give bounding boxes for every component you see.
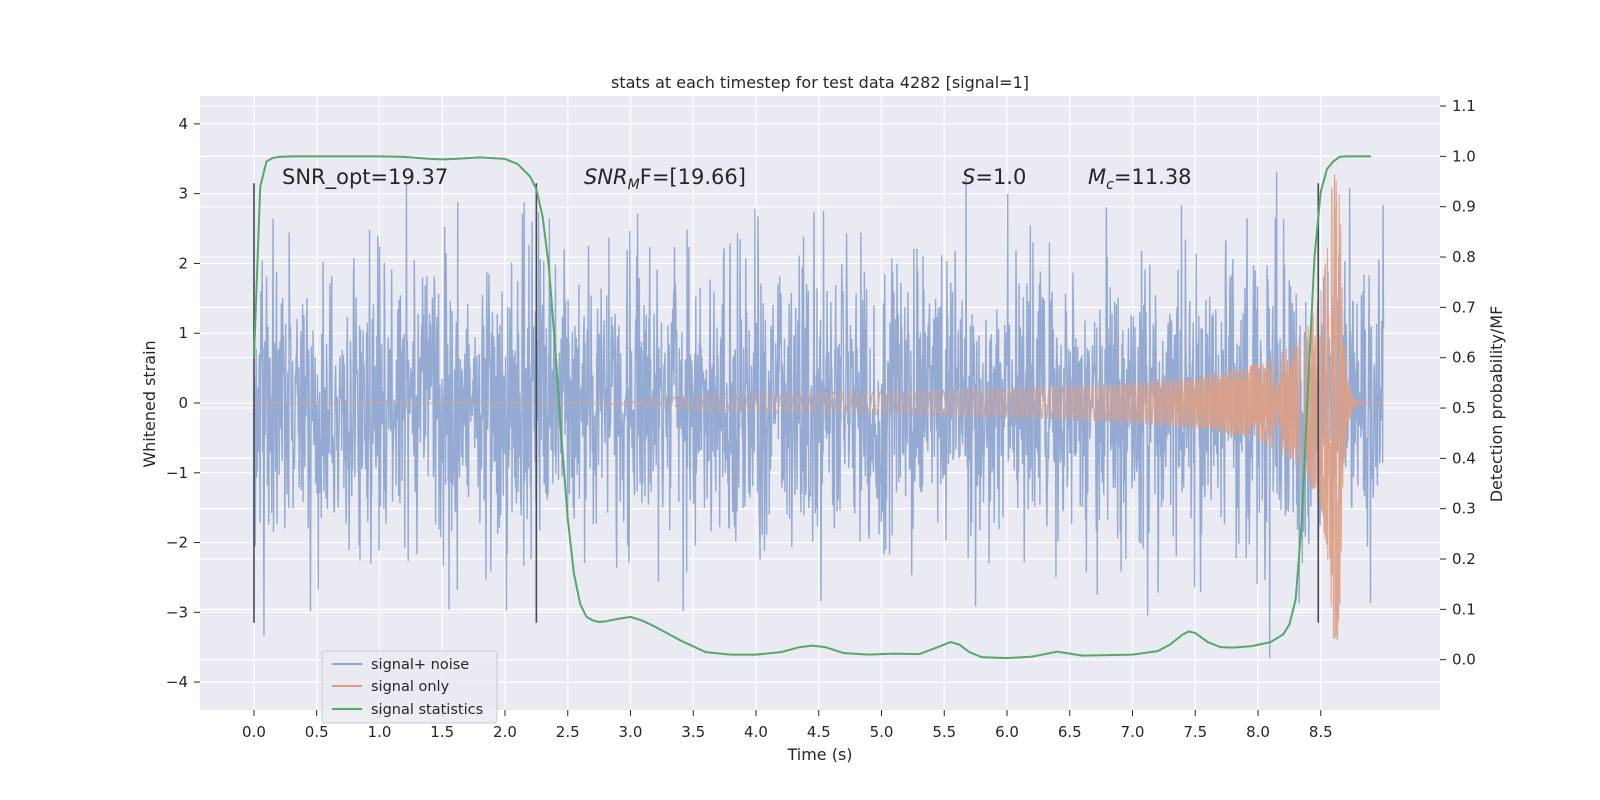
annotation-s-label: S — [962, 165, 975, 189]
y-tick-label: −2 — [166, 534, 188, 552]
annotation-mc-sub: c — [1106, 177, 1114, 193]
x-tick-label: 2.5 — [556, 723, 580, 741]
chirp-trace — [253, 174, 1384, 641]
annotation-s-rest: =1.0 — [975, 165, 1026, 189]
annotation-mc-label: M — [1088, 165, 1106, 189]
legend-box — [321, 650, 498, 724]
statistics-line — [252, 155, 1371, 660]
legend-label-signal-noise: signal+ noise — [371, 657, 469, 673]
x-tick-label: 1.5 — [430, 723, 454, 741]
y2-axis-ticks: 1.1 1.0 0.9 0.8 0.7 0.6 0.5 0.4 0.3 0.2 0.1 0.0 — [1440, 97, 1476, 669]
x-tick-label: 8.0 — [1246, 723, 1270, 741]
y2-axis-label: Detection probability/MF — [1487, 306, 1506, 503]
annotation-mc: Mc=11.38 — [1088, 165, 1192, 193]
x-tick-label: 4.0 — [744, 723, 768, 741]
annotation-snr-mf: SNRMF=[19.66] — [584, 165, 746, 193]
annotation-s: S=1.0 — [962, 165, 1026, 189]
y2-tick-label: 0.0 — [1452, 651, 1476, 669]
y2-tick-label: 0.1 — [1452, 600, 1476, 618]
x-tick-label: 6.0 — [995, 723, 1019, 741]
x-tick-label: 5.0 — [870, 723, 894, 741]
y-tick-label: 4 — [178, 115, 188, 133]
legend-label-signal-statistics: signal statistics — [371, 702, 483, 718]
y-tick-label: 3 — [178, 185, 188, 203]
y2-tick-label: 0.9 — [1452, 198, 1476, 216]
y2-tick-label: 0.3 — [1452, 500, 1476, 518]
y-tick-label: 0 — [178, 394, 188, 412]
y2-tick-label: 0.2 — [1452, 550, 1476, 568]
y-tick-label: −1 — [166, 464, 188, 482]
annotation-snr-mf-sub: M — [628, 177, 640, 193]
x-tick-label: 2.0 — [493, 723, 517, 741]
x-tick-label: 3.5 — [681, 723, 705, 741]
series-signal-only — [253, 174, 1384, 641]
x-axis-ticks: 0.0 0.5 1.0 1.5 2.0 2.5 3.0 3.5 4.0 4.5 5.0 5.5 6.0 6… — [242, 710, 1333, 741]
y2-tick-label: 1.1 — [1452, 97, 1476, 115]
x-tick-label: 6.5 — [1058, 723, 1082, 741]
y2-tick-label: 0.5 — [1452, 399, 1476, 417]
annotation-mc-rest: =11.38 — [1114, 165, 1192, 189]
y-tick-label: −3 — [166, 603, 188, 621]
x-tick-label: 8.5 — [1309, 723, 1333, 741]
x-axis-label: Time (s) — [786, 745, 852, 764]
y-axis-ticks: 4 3 2 1 0 −1 −2 −3 −4 — [166, 115, 200, 691]
y2-tick-label: 0.4 — [1452, 449, 1476, 467]
y-axis-label: Whitened strain — [140, 340, 159, 467]
legend-label-signal-only: signal only — [371, 679, 450, 695]
annotation-snr-opt: SNR_opt=19.37 — [282, 165, 448, 190]
x-tick-label: 0.0 — [242, 723, 266, 741]
y-tick-label: −4 — [166, 673, 188, 691]
chart-title: stats at each timestep for test data 428… — [611, 73, 1029, 92]
x-tick-label: 1.0 — [368, 723, 392, 741]
x-tick-label: 7.5 — [1183, 723, 1207, 741]
y-tick-label: 1 — [178, 324, 188, 342]
x-tick-label: 4.5 — [807, 723, 831, 741]
y2-tick-label: 0.7 — [1452, 298, 1476, 316]
series-signal-statistics — [252, 155, 1371, 660]
x-tick-label: 5.5 — [932, 723, 956, 741]
x-tick-label: 3.0 — [619, 723, 643, 741]
x-tick-label: 0.5 — [305, 723, 329, 741]
legend: signal+ noise signal only signal statist… — [321, 650, 498, 724]
y2-tick-label: 0.8 — [1452, 248, 1476, 266]
y2-tick-label: 0.6 — [1452, 349, 1476, 367]
y2-tick-label: 1.0 — [1452, 147, 1476, 165]
annotation-snr-mf-label: SNR — [584, 165, 628, 189]
annotation-snr-mf-rest: F=[19.66] — [640, 165, 746, 189]
y-tick-label: 2 — [178, 254, 188, 272]
vertical-markers — [253, 183, 1320, 623]
x-tick-label: 7.0 — [1121, 723, 1145, 741]
